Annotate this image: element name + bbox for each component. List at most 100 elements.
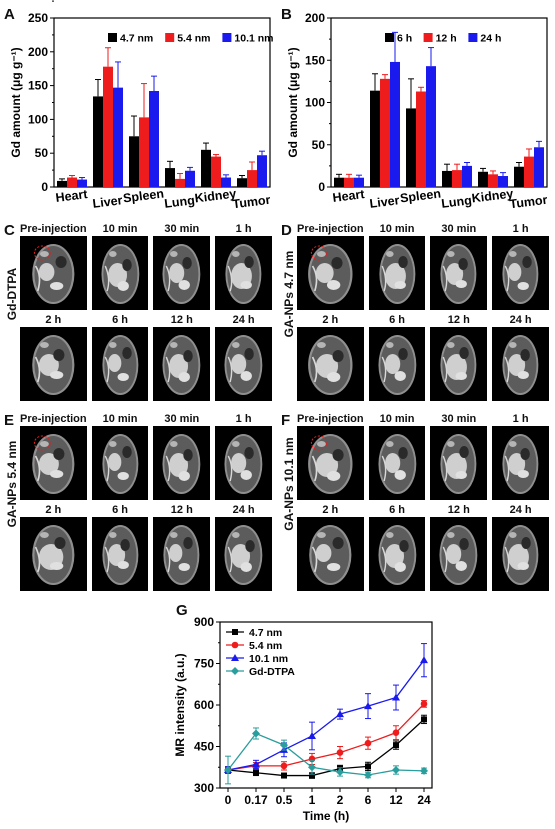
panel-letter-f: F: [281, 412, 291, 429]
mri-scan-image: [297, 327, 364, 401]
mri-time-label: 24 h: [232, 314, 255, 326]
bar: [452, 170, 462, 187]
mri-scan-image: [297, 517, 364, 591]
legend-label: 10.1 nm: [249, 653, 288, 665]
data-point: [392, 693, 400, 701]
bar: [416, 91, 426, 187]
x-tick-label: 0.17: [244, 793, 268, 807]
mri-frame: 10 min: [91, 412, 149, 500]
mri-time-label: 12 h: [170, 314, 193, 326]
mri-scan-image: [297, 426, 364, 500]
mri-frame: 30 min: [430, 222, 488, 310]
mri-time-label: Pre-injection: [297, 223, 364, 235]
data-point: [224, 766, 232, 775]
mri-frame: 2 h: [20, 503, 87, 591]
mri-time-label: 1 h: [512, 413, 529, 425]
legend-swatch: [108, 33, 117, 42]
mri-frame: 2 h: [20, 313, 87, 401]
bar: [201, 149, 211, 187]
mri-frame: 30 min: [153, 222, 211, 310]
mri-time-label: 10 min: [379, 223, 415, 235]
legend-marker: [231, 654, 239, 661]
bar: [334, 177, 344, 187]
mri-time-label: 6 h: [389, 314, 405, 326]
bar: [370, 90, 380, 187]
panel-letter-a: A: [4, 6, 15, 23]
legend-label: 5.4 nm: [249, 640, 282, 652]
mri-time-label: 2 h: [45, 314, 62, 326]
mri-scan-image: [20, 426, 87, 500]
bar: [139, 117, 149, 187]
legend-swatch: [423, 33, 433, 42]
bar: [426, 66, 436, 187]
mri-scan-image: [492, 426, 549, 500]
mri-time-label: 10 min: [379, 413, 415, 425]
mri-time-label: 2 h: [322, 504, 339, 516]
y-axis-label: Gd amount (μg g⁻¹): [9, 47, 23, 157]
data-point: [392, 766, 400, 775]
x-tick-label: Heart: [55, 187, 89, 205]
mri-scan-image: [20, 327, 87, 401]
mri-image-grid: Pre-injection 10 min 30 min 1 h 2 h 6 h 12 h 24…: [20, 412, 272, 591]
x-axis-label: Time (h): [303, 809, 349, 823]
data-point: [336, 767, 344, 776]
x-tick-label: 1: [309, 793, 316, 807]
data-point: [252, 729, 260, 738]
legend-swatch: [165, 33, 175, 42]
bar: [488, 174, 498, 187]
mri-scan-image: [492, 236, 549, 310]
y-axis-label: MR intensity (a.u.): [173, 653, 187, 756]
data-point: [309, 772, 315, 779]
mri-group-label: GA-NPs 10.1 nm: [282, 437, 296, 531]
mri-time-label: 6 h: [389, 504, 405, 516]
mri-frame: 10 min: [91, 222, 149, 310]
x-tick-label: 0: [225, 793, 232, 807]
x-tick-label: 2: [337, 793, 344, 807]
mri-frame: 24 h: [215, 313, 272, 401]
mri-time-label: 24 h: [232, 504, 255, 516]
mri-scan-image: [430, 236, 488, 310]
mri-frame: 30 min: [430, 412, 488, 500]
data-point: [308, 731, 316, 739]
x-tick-label: 0.5: [276, 793, 293, 807]
bar: [478, 171, 488, 187]
x-tick-label: Liver: [369, 193, 400, 211]
mri-frame: 12 h: [430, 313, 488, 401]
x-tick-label: 6: [365, 793, 372, 807]
mri-time-label: 1 h: [512, 223, 529, 235]
data-point: [364, 739, 372, 747]
mri-time-label: Pre-injection: [297, 413, 364, 425]
bar: [237, 178, 247, 187]
mri-frame: 2 h: [297, 503, 364, 591]
panel-letter-b: B: [281, 6, 292, 23]
x-tick-label: Lung: [163, 193, 195, 211]
data-point: [364, 770, 372, 779]
legend-label: Gd-DTPA: [249, 666, 295, 678]
bar: [524, 156, 534, 187]
mri-frame: Pre-injection: [297, 412, 364, 500]
mri-time-label: 30 min: [441, 413, 477, 425]
mri-frame: 10 min: [368, 222, 426, 310]
data-point: [365, 763, 371, 770]
x-tick-label: Kidney: [471, 187, 514, 206]
bar: [165, 168, 175, 187]
bar: [113, 87, 123, 187]
mri-frame: 1 h: [492, 412, 549, 500]
mri-time-label: 2 h: [45, 504, 62, 516]
bar-chart-a: 0 50 100 150 200 250 Gd amount (μg g⁻¹) Heart Li…: [9, 0, 274, 211]
panel-letter-d: D: [281, 222, 292, 239]
y-tick-label: 250: [28, 11, 48, 25]
x-tick-label: Spleen: [122, 187, 164, 206]
mri-scan-image: [153, 236, 211, 310]
x-tick-label: Tumor: [509, 193, 549, 212]
mri-frame: 10 min: [368, 412, 426, 500]
x-tick-label: Spleen: [399, 187, 441, 206]
mri-frame: 12 h: [430, 503, 488, 591]
bar: [67, 177, 77, 187]
bar: [77, 179, 87, 187]
x-tick-label: Liver: [92, 193, 123, 211]
mri-frame: 6 h: [368, 503, 426, 591]
data-point: [252, 760, 260, 768]
mri-time-label: 1 h: [235, 413, 252, 425]
